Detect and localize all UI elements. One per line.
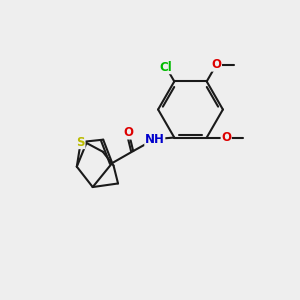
Text: O: O [212, 58, 221, 71]
Text: NH: NH [145, 133, 165, 146]
Text: O: O [221, 131, 231, 144]
Text: Cl: Cl [160, 61, 172, 74]
Text: O: O [124, 126, 134, 139]
Text: S: S [76, 136, 85, 148]
